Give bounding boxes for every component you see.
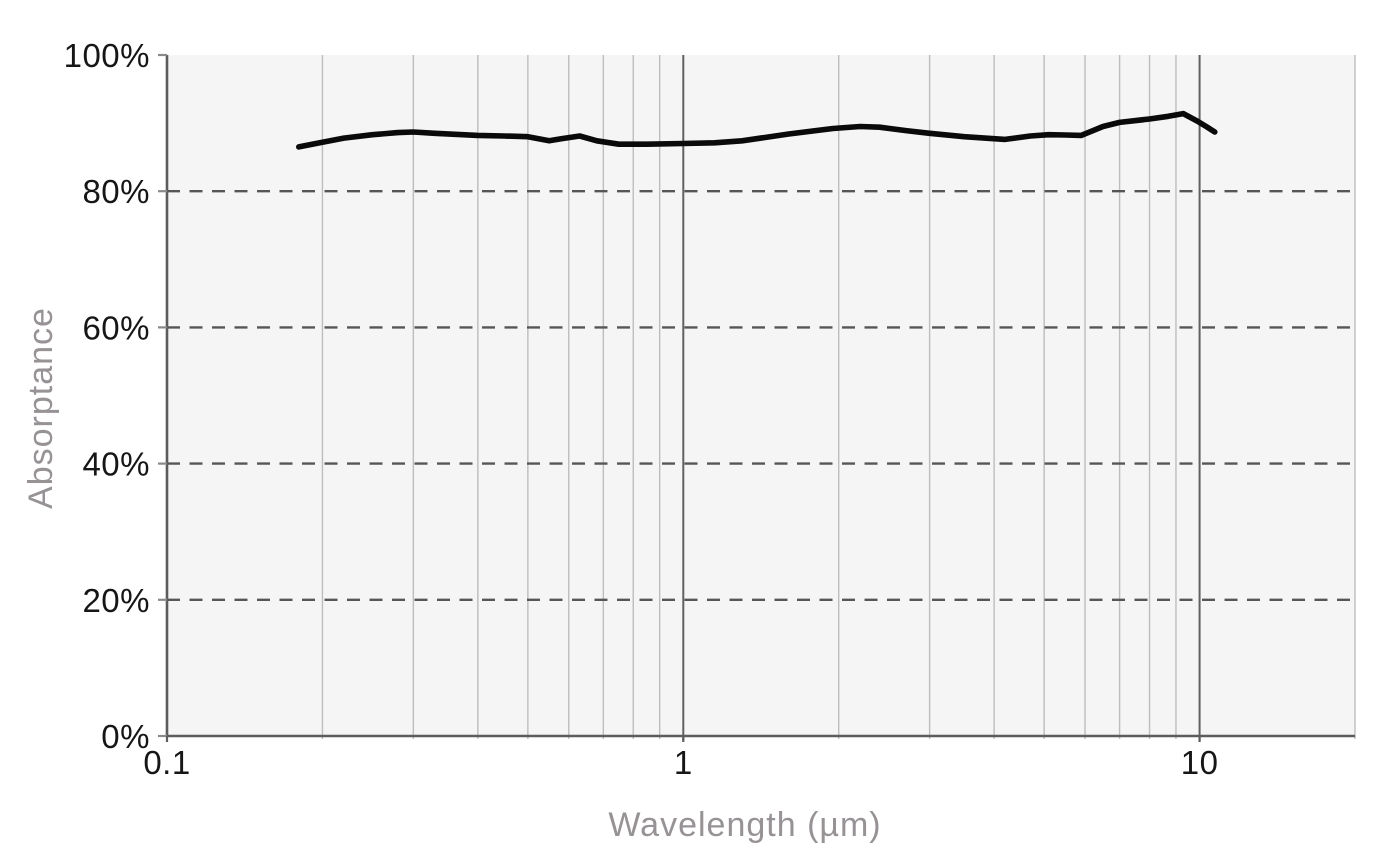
y-tick-label: 40% — [82, 446, 150, 483]
x-tick-label: 10 — [1181, 744, 1219, 781]
y-tick-label: 0% — [101, 718, 150, 755]
data-curve — [296, 110, 1218, 150]
x-tick-labels: 0.1 1 10 — [143, 744, 1218, 781]
x-axis-title: Wavelength (µm) — [608, 806, 881, 844]
y-tick-label: 20% — [82, 582, 150, 619]
y-axis-title: Absorptance — [22, 307, 60, 509]
x-tick-label: 1 — [674, 744, 693, 781]
y-tick-label: 100% — [64, 37, 150, 74]
major-gridlines — [682, 55, 1201, 740]
x-tick-label: 0.1 — [143, 744, 190, 781]
y-tick-labels: 0% 20% 40% 60% 80% 100% — [64, 37, 150, 755]
minor-gridlines — [321, 55, 1356, 739]
dashed-gridlines — [167, 189, 1355, 601]
tick-marks — [158, 53, 1201, 742]
plot-area — [167, 55, 1355, 736]
axis-lines — [165, 55, 1355, 738]
y-tick-label: 60% — [82, 309, 150, 346]
absorptance-curve — [296, 110, 1218, 150]
y-tick-label: 80% — [82, 173, 150, 210]
